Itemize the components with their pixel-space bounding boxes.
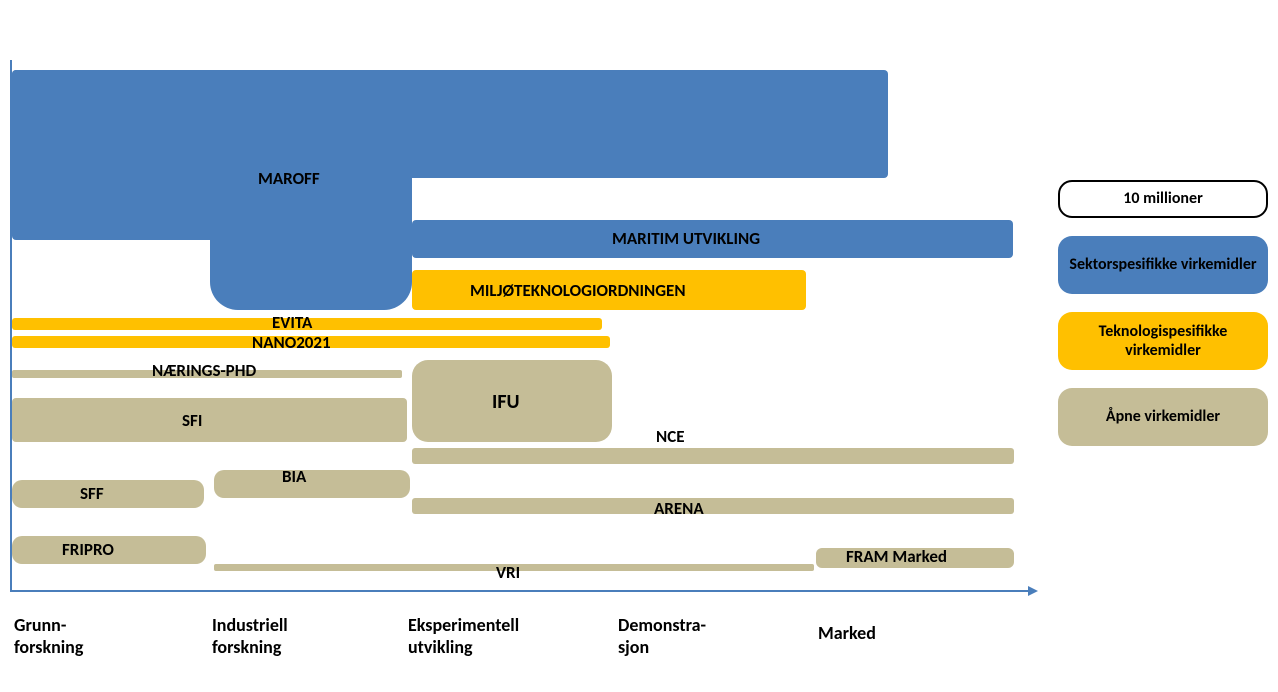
bar-bia: [214, 470, 410, 498]
legend-tech: Teknologispesifikke virkemidler: [1058, 312, 1268, 370]
bar-arena: [412, 498, 1014, 514]
label-vri: VRI: [496, 562, 520, 583]
label-ifu: IFU: [492, 390, 520, 414]
bar-sfi: [12, 398, 407, 442]
axis-label-demonstra: Demonstra-sjon: [618, 614, 706, 658]
label-bia: BIA: [282, 466, 306, 487]
label-maritim: MARITIM UTVIKLING: [612, 228, 760, 249]
legend-size: 10 millioner: [1058, 180, 1268, 218]
label-nano: NANO2021: [252, 332, 331, 353]
label-naerings: NÆRINGS-PHD: [152, 360, 256, 381]
label-maroff: MAROFF: [258, 168, 320, 189]
bar-maroff-stem: [210, 70, 412, 310]
label-fripro: FRIPRO: [62, 539, 114, 560]
label-sff: SFF: [80, 483, 104, 504]
legend-open-label: Åpne virkemidler: [1106, 407, 1220, 426]
legend-sector: Sektorspesifikke virkemidler: [1058, 236, 1268, 294]
label-fram: FRAM Marked: [846, 546, 947, 567]
axis-label-industriell: Industriellforskning: [212, 614, 288, 658]
axis-label-marked: Marked: [818, 622, 876, 644]
bar-nce: [412, 448, 1014, 464]
label-miljo: MILJØTEKNOLOGIORDNINGEN: [470, 280, 686, 301]
label-nce: NCE: [656, 426, 685, 447]
legend: 10 millioner Sektorspesifikke virkemidle…: [1058, 180, 1268, 464]
legend-size-label: 10 millioner: [1123, 189, 1203, 208]
chart-x-axis: [10, 590, 1030, 592]
legend-open: Åpne virkemidler: [1058, 388, 1268, 446]
axis-label-eksperimentell: Eksperimentellutvikling: [408, 614, 519, 658]
axis-label-grunn: Grunn-forskning: [14, 614, 83, 658]
legend-sector-label: Sektorspesifikke virkemidler: [1069, 255, 1256, 274]
label-sfi: SFI: [182, 410, 202, 431]
legend-tech-label: Teknologispesifikke virkemidler: [1066, 322, 1260, 360]
label-evita: EVITA: [272, 312, 312, 333]
bar-sff: [12, 480, 204, 508]
label-arena: ARENA: [654, 498, 704, 519]
